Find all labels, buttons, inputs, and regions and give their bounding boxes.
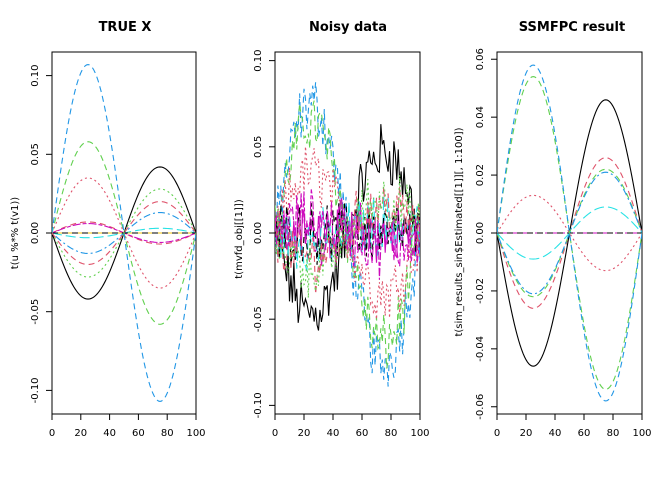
y-tick-label: -0.04 bbox=[475, 336, 486, 362]
y-tick-label: 0.00 bbox=[475, 222, 486, 244]
series-line bbox=[275, 186, 420, 295]
y-tick-label: 0.06 bbox=[475, 48, 486, 70]
y-tick-label: 0.10 bbox=[30, 64, 41, 86]
x-tick-label: 60 bbox=[132, 428, 145, 439]
panel-noisy-data: Noisy data t(mvfd_obj[[1]]) 0 20 40 60 80 100… bbox=[234, 20, 430, 439]
x-tick-label: 20 bbox=[520, 428, 533, 439]
y-tick-label: -0.05 bbox=[253, 306, 264, 332]
x-tick-label: 100 bbox=[186, 428, 205, 439]
y-tick-label: -0.02 bbox=[475, 278, 486, 304]
y-axis-label: t(sim_results_sin$Estimated[[1]][, 1:100… bbox=[454, 127, 465, 336]
y-tick-label: -0.10 bbox=[30, 377, 41, 403]
y-tick-label: -0.06 bbox=[475, 394, 486, 420]
y-tick-label: 0.00 bbox=[253, 222, 264, 244]
series-group bbox=[52, 64, 196, 402]
y-tick-label: 0.05 bbox=[253, 136, 264, 158]
series-group bbox=[497, 64, 642, 402]
x-tick-label: 80 bbox=[607, 428, 620, 439]
x-tick-label: 20 bbox=[74, 428, 87, 439]
series-line bbox=[52, 188, 196, 278]
x-tick-label: 100 bbox=[632, 428, 651, 439]
y-tick-label: 0.02 bbox=[475, 164, 486, 186]
x-tick-label: 0 bbox=[272, 428, 278, 439]
series-group bbox=[275, 82, 420, 387]
x-tick-label: 40 bbox=[327, 428, 340, 439]
x-tick-label: 40 bbox=[549, 428, 562, 439]
chart-title: SSMFPC result bbox=[519, 20, 625, 35]
chart-title: Noisy data bbox=[309, 20, 387, 35]
y-tick-label: 0.00 bbox=[30, 222, 41, 244]
y-axis-label: t(u %*% t(v1)) bbox=[10, 197, 21, 270]
series-line bbox=[275, 82, 420, 387]
x-tick-label: 80 bbox=[161, 428, 174, 439]
series-line bbox=[497, 76, 642, 390]
panel-true-x: TRUE X t(u %*% t(v1)) 0 20 40 60 80 100 -0.10 -… bbox=[10, 20, 206, 439]
x-tick-label: 20 bbox=[298, 428, 311, 439]
y-tick-label: 0.04 bbox=[475, 106, 486, 128]
x-tick-label: 80 bbox=[385, 428, 398, 439]
series-line bbox=[275, 100, 420, 369]
y-axis-label: t(mvfd_obj[[1]]) bbox=[234, 199, 245, 279]
x-tick-label: 40 bbox=[103, 428, 116, 439]
x-tick-label: 0 bbox=[494, 428, 500, 439]
series-line bbox=[52, 200, 196, 266]
y-tick-label: -0.10 bbox=[253, 392, 264, 418]
series-line bbox=[275, 202, 420, 266]
chart-title: TRUE X bbox=[99, 20, 152, 35]
series-line bbox=[497, 194, 642, 272]
x-tick-label: 100 bbox=[410, 428, 429, 439]
x-tick-label: 0 bbox=[49, 428, 55, 439]
x-tick-label: 60 bbox=[578, 428, 591, 439]
y-tick-label: 0.05 bbox=[30, 143, 41, 165]
series-line bbox=[275, 189, 420, 280]
series-line bbox=[52, 141, 196, 325]
panel-ssmfpc-result: SSMFPC result t(sim_results_sin$Estimate… bbox=[454, 20, 652, 439]
y-tick-label: 0.10 bbox=[253, 49, 264, 71]
x-tick-label: 60 bbox=[356, 428, 369, 439]
y-tick-label: -0.05 bbox=[30, 299, 41, 325]
